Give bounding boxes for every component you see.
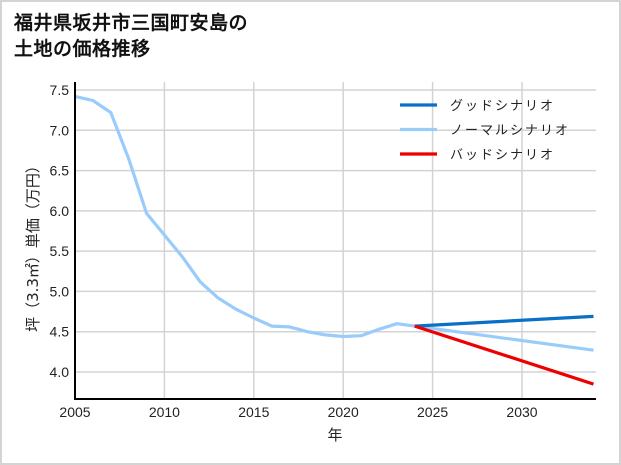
bad-scenario-line [414, 324, 594, 386]
legend-label: バッドシナリオ [450, 148, 555, 163]
y-tick-label: 7.5 [50, 82, 70, 98]
tick-labels: 4.0 4.5 5.0 5.5 6.0 6.5 7.0 7.5 2005 2010 2015 2020… [50, 82, 538, 420]
y-tick-label: 4.5 [50, 324, 70, 340]
legend-label: ノーマルシナリオ [450, 124, 570, 139]
x-tick-label: 2025 [417, 404, 448, 420]
chart-title-line2: 土地の価格推移 [14, 38, 151, 60]
y-tick-label: 7.0 [50, 122, 70, 138]
axes [74, 82, 596, 400]
chart-title: 福井県坂井市三国町安島の 土地の価格推移 [14, 10, 248, 62]
y-tick-label: 6.0 [50, 203, 70, 219]
chart-title-line1: 福井県坂井市三国町安島の [14, 12, 249, 34]
y-tick-label: 5.0 [50, 283, 70, 299]
normal-scenario-line [74, 94, 594, 352]
y-tick-label: 5.5 [50, 243, 70, 259]
x-tick-label: 2010 [149, 404, 180, 420]
legend-label: グッドシナリオ [450, 99, 555, 114]
x-tick-label: 2020 [328, 404, 359, 420]
data-lines [74, 94, 594, 386]
x-axis-label: 年 [327, 426, 342, 444]
good-scenario-line [414, 314, 594, 328]
y-axis-label: 坪（3.3㎡）単価（万円） [24, 158, 42, 332]
y-tick-label: 4.0 [50, 364, 70, 380]
x-tick-label: 2015 [238, 404, 269, 420]
x-tick-label: 2030 [506, 404, 537, 420]
x-tick-label: 2005 [59, 404, 90, 420]
y-tick-label: 6.5 [50, 163, 70, 179]
